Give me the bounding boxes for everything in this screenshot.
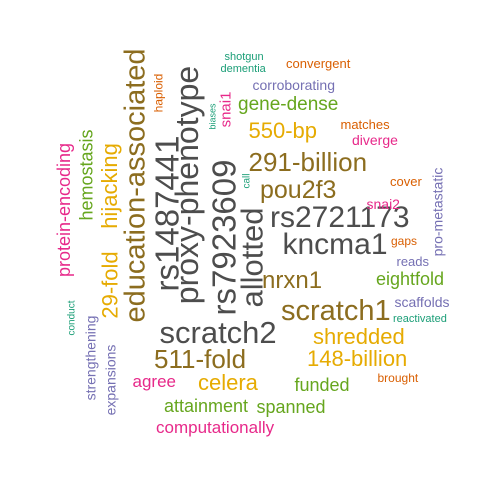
word-celera: celera <box>198 370 258 395</box>
word-strengthening: strengthening <box>81 315 98 401</box>
word-hijacking: hijacking <box>96 143 122 229</box>
word-gaps: gaps <box>391 234 418 248</box>
word-reactivated: reactivated <box>393 312 447 325</box>
word-call: call <box>241 173 253 189</box>
word-convergent: convergent <box>286 55 351 71</box>
word-corroborating: corroborating <box>252 77 336 93</box>
word-511-fold: 511-fold <box>154 344 247 374</box>
word-matches: matches <box>340 116 390 132</box>
word-haploid: haploid <box>150 73 165 113</box>
word-spanned: spanned <box>256 397 326 417</box>
word-proxy-phenotype: proxy-phenotype <box>169 65 206 305</box>
word-reads: reads <box>396 253 430 269</box>
word-cover: cover <box>390 173 422 189</box>
word-funded: funded <box>294 375 350 395</box>
word-diverge: diverge <box>352 132 398 148</box>
word-computationally: computationally <box>156 417 275 437</box>
word-eightfold: eightfold <box>376 269 445 289</box>
word-148-billion: 148-billion <box>307 346 408 371</box>
word-scratch2: scratch2 <box>159 314 277 350</box>
word-hemostasis: hemostasis <box>76 129 97 221</box>
word-expansions: expansions <box>101 344 118 416</box>
word-550-bp: 550-bp <box>248 118 318 143</box>
word-gene-dense: gene-dense <box>238 93 339 115</box>
word-attainment: attainment <box>164 396 249 416</box>
word-protein-encoding: protein-encoding <box>54 142 75 278</box>
word-biases: biases <box>207 102 218 130</box>
word-291-billion: 291-billion <box>248 147 368 177</box>
word-brought: brought <box>377 371 419 385</box>
word-scratch1: scratch1 <box>281 294 391 327</box>
word-conduct: conduct <box>66 300 78 336</box>
word-education-associated: education-associated <box>119 47 152 323</box>
word-dementia: dementia <box>220 62 266 75</box>
word-pro-metastatic: pro-metastatic <box>428 167 445 257</box>
word-snai1: snai1 <box>217 91 235 127</box>
word-nrxn1: nrxn1 <box>262 267 323 294</box>
word-kncma1: kncma1 <box>282 228 388 261</box>
word-rs2721173: rs2721173 <box>270 201 410 234</box>
word-scaffolds: scaffolds <box>394 294 450 310</box>
word-29-fold: 29-fold <box>97 251 123 319</box>
word-snai2: snai2 <box>366 196 400 212</box>
word-shotgun: shotgun <box>224 50 264 63</box>
word-pou2f3: pou2f3 <box>260 175 337 204</box>
word-agree: agree <box>132 371 176 391</box>
word-shredded: shredded <box>313 324 405 349</box>
